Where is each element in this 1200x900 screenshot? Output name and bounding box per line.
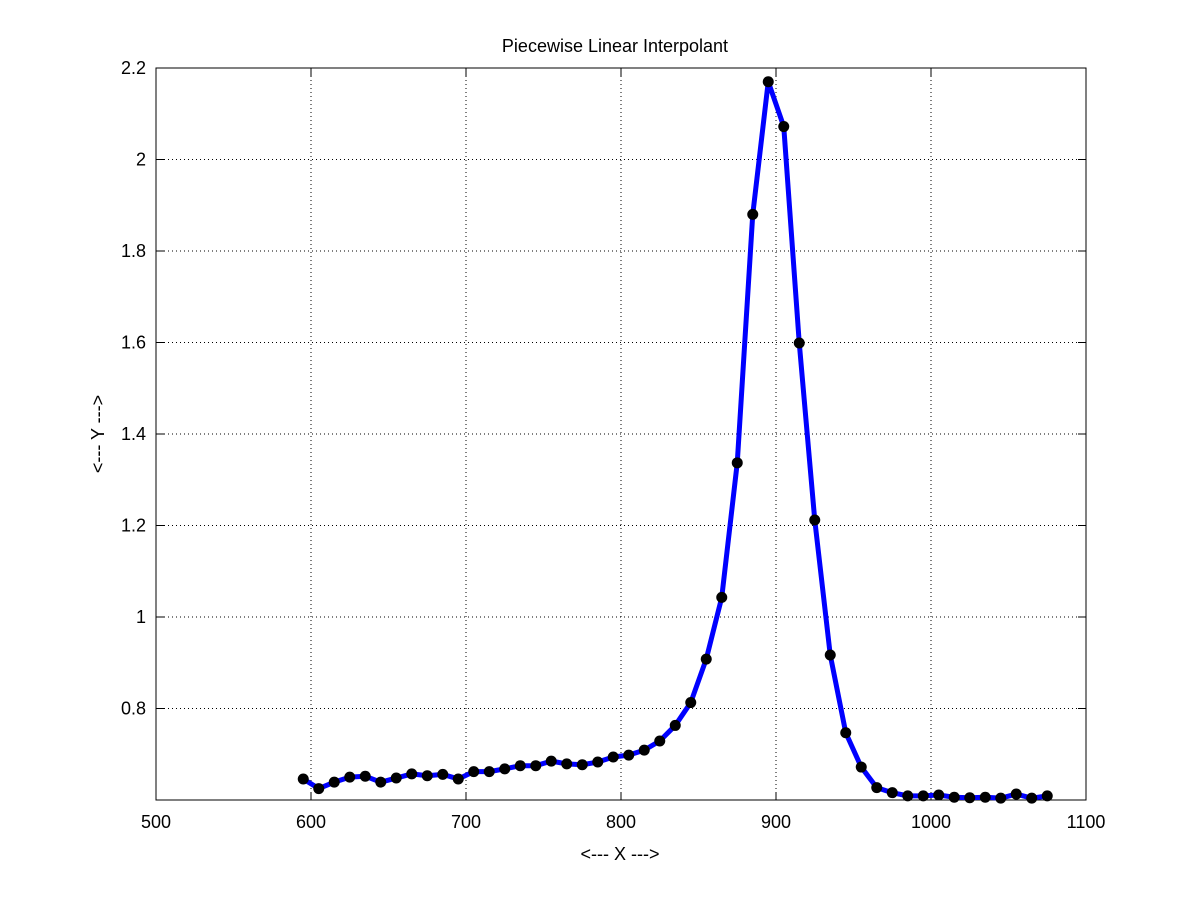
data-point <box>1026 792 1038 804</box>
tick-labels: 500 600 700 800 900 1000 1100 0.8 1 1.2 1.4 1.6 1.8 2… <box>121 58 1105 832</box>
data-point <box>421 770 433 782</box>
data-point <box>344 771 356 783</box>
data-point <box>855 761 867 773</box>
x-axis-label: <--- X ---> <box>581 844 660 864</box>
x-tick-label: 500 <box>141 812 171 832</box>
data-point <box>778 121 790 133</box>
data-point <box>375 776 387 788</box>
data-point <box>545 755 557 767</box>
data-point <box>499 763 511 775</box>
x-tick-label: 1000 <box>911 812 951 832</box>
data-point <box>638 744 650 756</box>
data-point <box>685 697 697 709</box>
y-tick-label: 1.4 <box>121 424 146 444</box>
data-point <box>948 791 960 803</box>
series-line <box>300 79 1050 801</box>
data-point <box>623 749 635 761</box>
data-point <box>483 766 495 778</box>
y-tick-label: 1 <box>136 607 146 627</box>
data-point <box>561 758 573 770</box>
data-point <box>1010 788 1022 800</box>
data-point <box>886 787 898 799</box>
data-point <box>468 766 480 778</box>
data-point <box>964 792 976 804</box>
data-point <box>902 790 914 802</box>
data-point <box>700 653 712 665</box>
data-point <box>437 768 449 780</box>
data-point <box>390 772 402 784</box>
axes <box>155 67 1087 801</box>
y-tick-label: 0.8 <box>121 699 146 719</box>
data-point <box>793 337 805 349</box>
data-point <box>669 719 681 731</box>
data-point <box>406 768 418 780</box>
data-point <box>809 514 821 526</box>
data-point <box>840 727 852 739</box>
data-point <box>747 208 759 220</box>
data-point <box>917 790 929 802</box>
y-tick-label: 2.2 <box>121 58 146 78</box>
data-point <box>313 783 325 795</box>
data-point <box>607 751 619 763</box>
data-point <box>979 791 991 803</box>
x-tick-label: 600 <box>296 812 326 832</box>
data-point <box>654 735 666 747</box>
y-tick-label: 1.2 <box>121 516 146 536</box>
data-point <box>995 792 1007 804</box>
series-layer <box>297 76 1053 804</box>
data-point <box>530 760 542 772</box>
data-point <box>824 649 836 661</box>
data-point <box>576 759 588 771</box>
data-point <box>1041 790 1053 802</box>
x-tick-label: 700 <box>451 812 481 832</box>
x-tick-label: 1100 <box>1067 812 1106 832</box>
data-point <box>359 770 371 782</box>
y-tick-label: 1.6 <box>121 333 146 353</box>
data-point <box>452 773 464 785</box>
chart-title: Piecewise Linear Interpolant <box>502 36 728 56</box>
y-tick-label: 2 <box>136 150 146 170</box>
grid <box>156 68 1086 800</box>
data-point <box>328 776 340 788</box>
x-tick-label: 900 <box>761 812 791 832</box>
data-point <box>514 760 526 772</box>
data-point <box>762 76 774 88</box>
data-point <box>592 756 604 768</box>
x-tick-label: 800 <box>606 812 636 832</box>
data-point <box>297 773 309 785</box>
data-point <box>731 457 743 469</box>
data-point <box>933 789 945 801</box>
data-point <box>871 782 883 794</box>
y-axis-label: <--- Y ---> <box>88 395 108 473</box>
y-tick-label: 1.8 <box>121 241 146 261</box>
data-point <box>716 591 728 603</box>
